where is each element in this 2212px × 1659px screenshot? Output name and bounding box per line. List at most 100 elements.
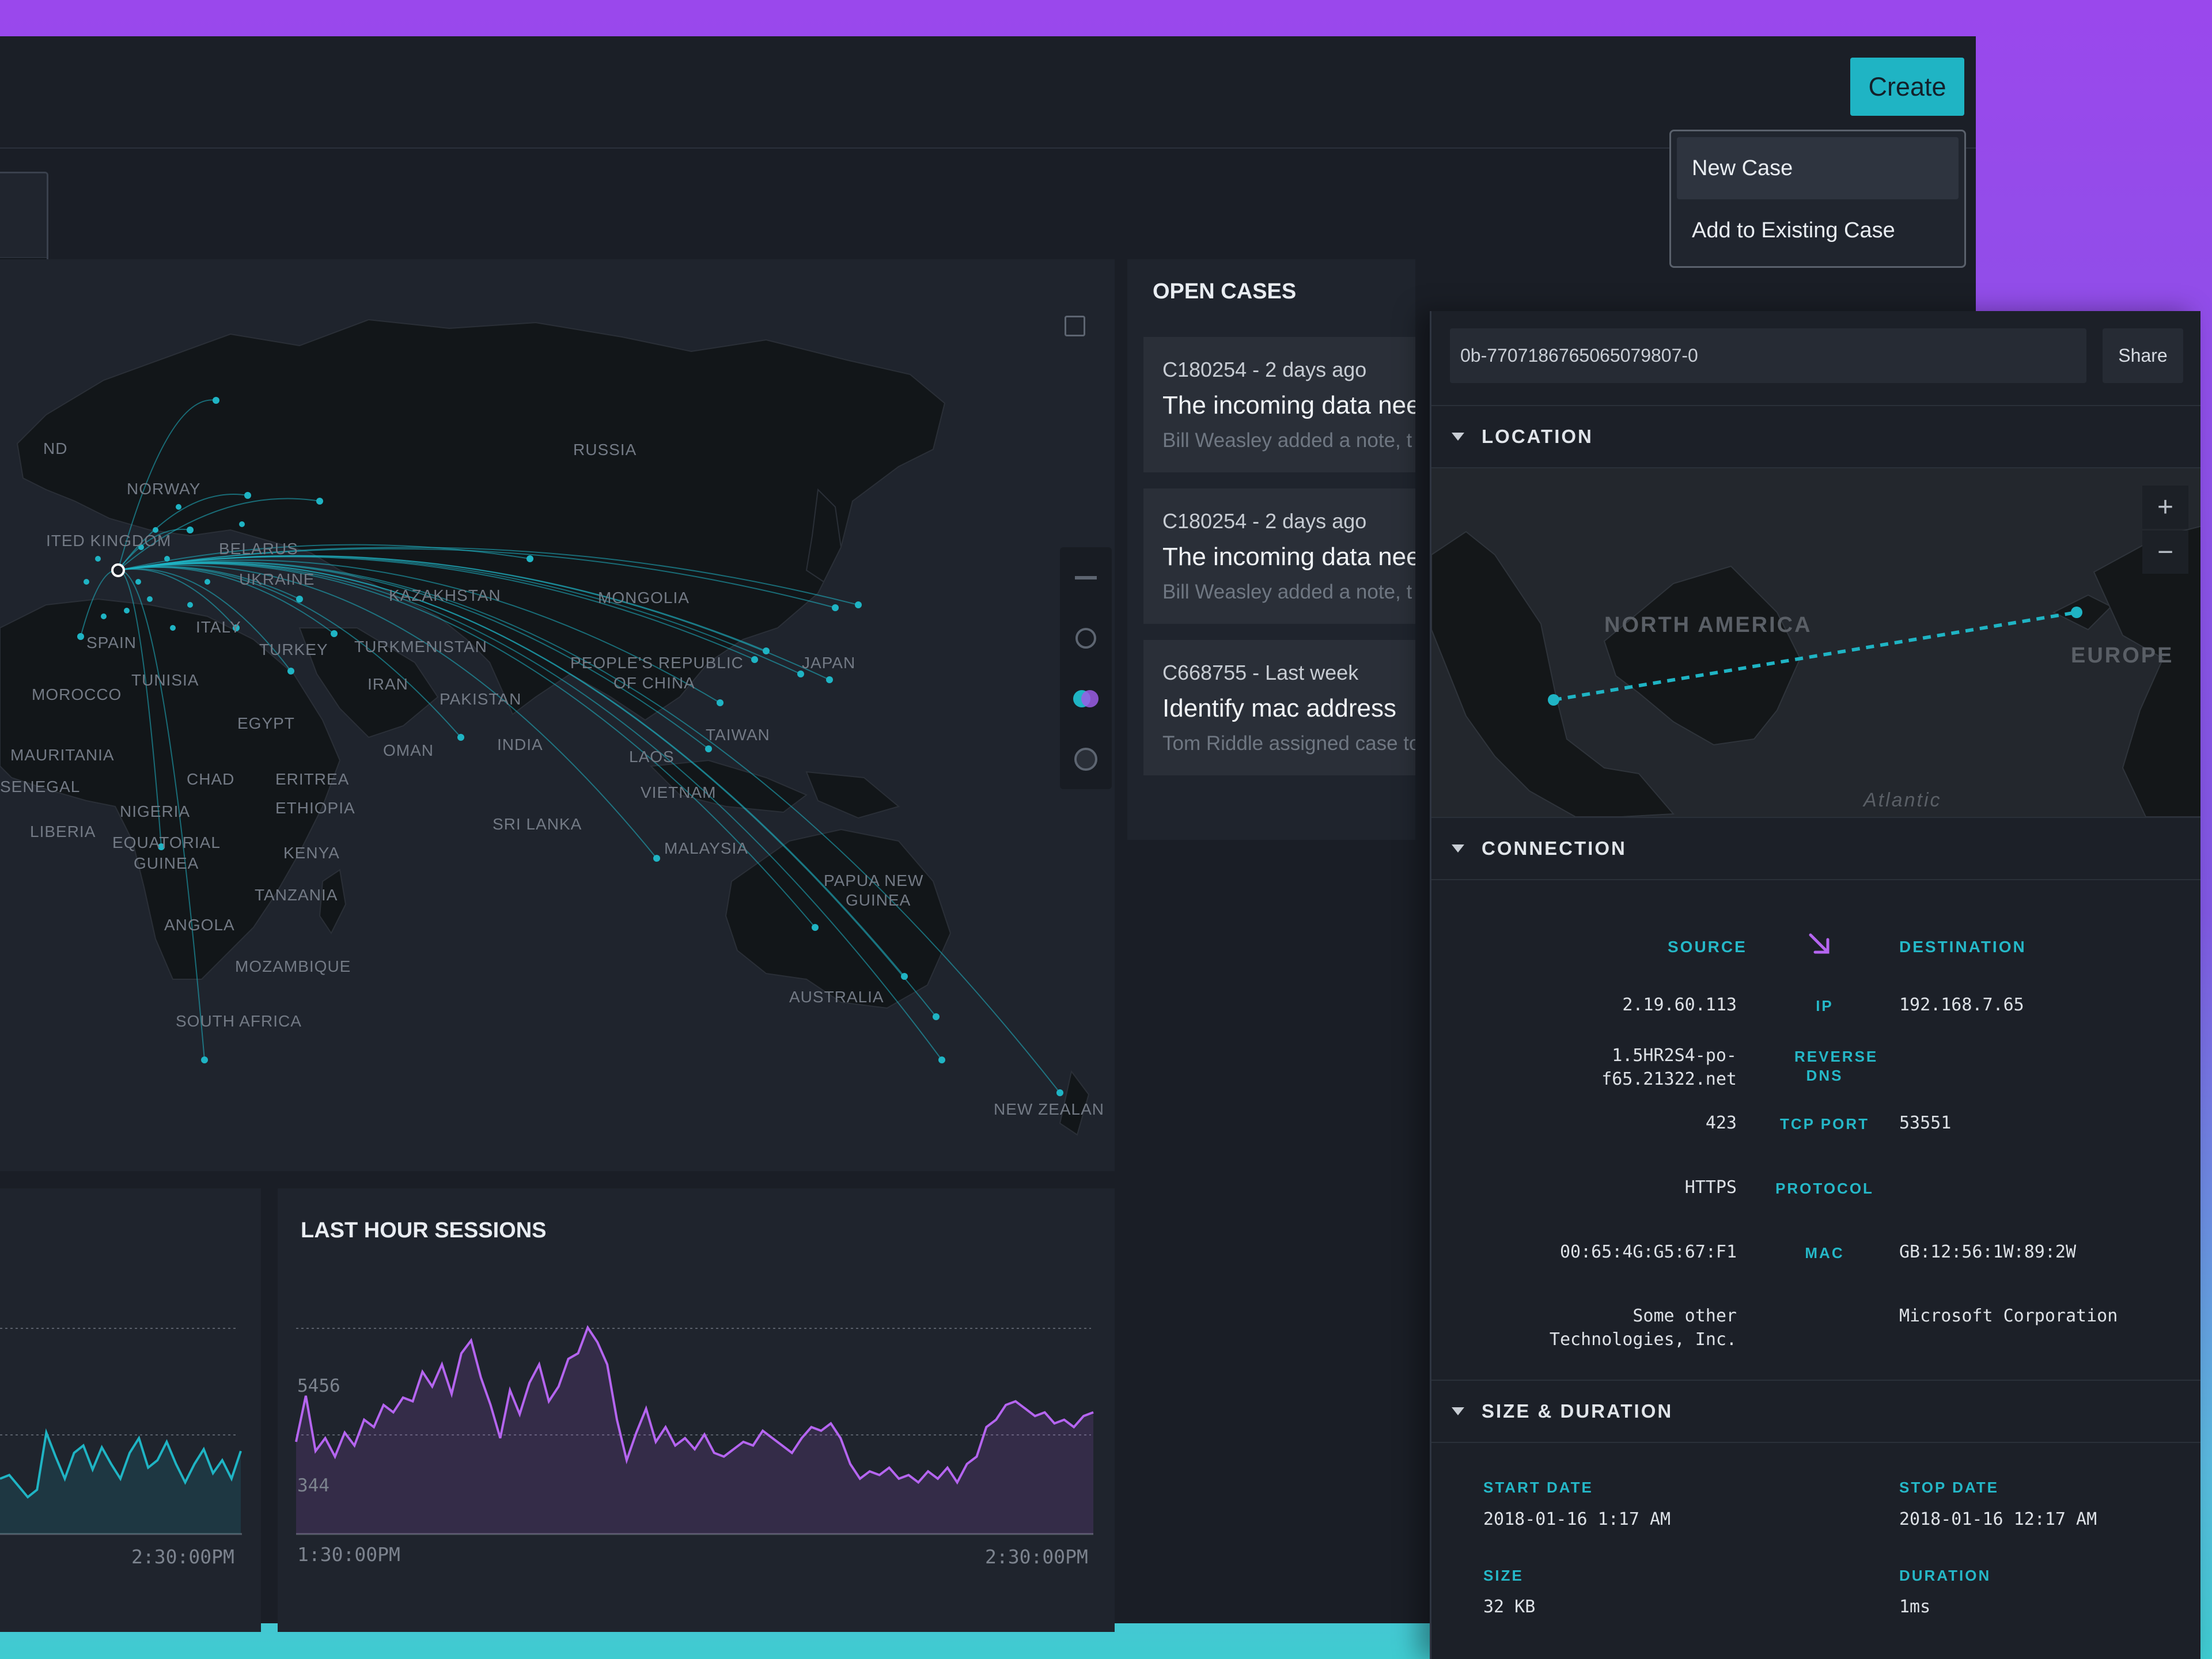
- open-cases-title: OPEN CASES: [1153, 279, 1297, 304]
- connection-node[interactable]: [158, 843, 165, 850]
- connection-node[interactable]: [176, 504, 181, 510]
- connection-arc: [118, 569, 205, 1060]
- connection-node[interactable]: [812, 924, 819, 931]
- series-line: [295, 1325, 1094, 1485]
- connection-node[interactable]: [187, 602, 193, 608]
- connection-node[interactable]: [316, 498, 323, 505]
- connection-node[interactable]: [138, 544, 144, 550]
- connection-arc: [118, 559, 721, 703]
- connection-node[interactable]: [147, 596, 153, 602]
- map-label: PAPUA NEW: [824, 872, 924, 889]
- connection-node[interactable]: [331, 630, 338, 637]
- case-card[interactable]: C180254 - 2 days ago The incoming data n…: [1143, 488, 1415, 624]
- connection-nodes: [77, 397, 1063, 1096]
- connection-details-drawer: Share LOCATION NORTH AMERICA EUROPE Atla…: [1430, 311, 2200, 1659]
- landmass-eurasia: [16, 319, 946, 721]
- origin-node[interactable]: [111, 563, 125, 577]
- menu-item-new-case[interactable]: New Case: [1677, 137, 1959, 199]
- size-value: 32 KB: [1483, 1597, 1536, 1617]
- connection-node[interactable]: [826, 676, 833, 683]
- map-label: JAPAN: [802, 654, 856, 672]
- map-label: NIGERIA: [120, 802, 191, 820]
- connection-node[interactable]: [527, 555, 533, 562]
- connection-node[interactable]: [933, 1013, 940, 1020]
- connection-arc: [118, 568, 237, 628]
- layers-icon[interactable]: [1060, 668, 1112, 729]
- chart-left-plot: [0, 1328, 242, 1535]
- connection-node[interactable]: [832, 604, 839, 611]
- map-label: AUSTRALIA: [789, 988, 884, 1006]
- create-dropdown-menu: New Case Add to Existing Case: [1669, 130, 1966, 268]
- map-label: MALAYSIA: [664, 839, 748, 857]
- connection-node[interactable]: [244, 492, 251, 499]
- connection-node[interactable]: [201, 1056, 208, 1063]
- connection-node[interactable]: [705, 745, 712, 752]
- location-map[interactable]: NORTH AMERICA EUROPE Atlantic + −: [1431, 468, 2200, 817]
- minus-icon[interactable]: [1060, 547, 1112, 608]
- compass-icon[interactable]: [1060, 608, 1112, 668]
- map-label: MOROCCO: [32, 685, 122, 703]
- connection-node[interactable]: [763, 647, 770, 654]
- map-label-north-america: NORTH AMERICA: [1604, 613, 1812, 637]
- map-label-europe: EUROPE: [2071, 643, 2174, 668]
- map-label: ANGOLA: [164, 916, 235, 934]
- create-button[interactable]: Create: [1850, 58, 1964, 116]
- landmass-australia: [725, 828, 952, 1009]
- connection-node[interactable]: [717, 699, 724, 706]
- connection-node[interactable]: [296, 596, 303, 603]
- connection-node[interactable]: [751, 656, 758, 663]
- connection-node[interactable]: [135, 579, 141, 585]
- map-label: LIBERIA: [30, 823, 96, 840]
- connection-node[interactable]: [95, 556, 101, 562]
- circle-icon[interactable]: [1060, 729, 1112, 789]
- connection-node[interactable]: [653, 855, 660, 862]
- case-card[interactable]: C180254 - 2 days ago The incoming data n…: [1143, 337, 1415, 472]
- record-id-field[interactable]: [1450, 328, 2086, 383]
- chevron-down-icon: [1452, 433, 1464, 441]
- map-label: ITALY: [196, 618, 241, 636]
- section-label: CONNECTION: [1482, 838, 1627, 859]
- map-label: NEW ZEALAN: [994, 1100, 1105, 1118]
- connection-node[interactable]: [901, 973, 908, 980]
- connection-node[interactable]: [233, 624, 240, 631]
- connection-node[interactable]: [239, 521, 245, 527]
- chevron-down-icon: [1452, 1407, 1464, 1415]
- connection-node[interactable]: [170, 625, 176, 631]
- menu-item-add-to-existing-case[interactable]: Add to Existing Case: [1692, 218, 1895, 243]
- destination-tcp-port: 53551: [1899, 1113, 1952, 1133]
- connection-node[interactable]: [204, 579, 210, 585]
- top-bar: Create: [0, 36, 1976, 149]
- zoom-in-button[interactable]: +: [2142, 486, 2188, 529]
- series-area: [0, 1433, 241, 1534]
- connection-node[interactable]: [855, 601, 862, 608]
- connection-node[interactable]: [457, 734, 464, 741]
- map-label: PEOPLE'S REPUBLIC: [570, 654, 744, 672]
- map-label: BELARUS: [219, 540, 298, 558]
- section-header-size-duration[interactable]: SIZE & DURATION: [1431, 1380, 2200, 1443]
- connection-node[interactable]: [938, 1056, 945, 1063]
- connection-node[interactable]: [84, 579, 89, 585]
- connection-node[interactable]: [1056, 1089, 1063, 1096]
- zoom-out-button[interactable]: −: [2142, 531, 2188, 574]
- gridline-label-top: 5456: [297, 1376, 340, 1396]
- connection-arc: [118, 528, 191, 571]
- destination-label: DESTINATION: [1899, 938, 2027, 956]
- connection-node[interactable]: [77, 633, 84, 640]
- world-map[interactable]: [0, 259, 1115, 1171]
- chart-title: LAST HOUR SESSIONS: [301, 1218, 547, 1243]
- connection-node[interactable]: [213, 397, 219, 404]
- tcp-port-label: TCP PORT: [1780, 1115, 1869, 1132]
- section-header-connection[interactable]: CONNECTION: [1431, 817, 2200, 880]
- connection-node[interactable]: [187, 527, 194, 533]
- connection-node[interactable]: [153, 527, 158, 533]
- connection-node[interactable]: [797, 671, 804, 677]
- fullscreen-icon[interactable]: [1065, 316, 1085, 336]
- connection-node[interactable]: [101, 613, 107, 619]
- section-header-location[interactable]: LOCATION: [1431, 405, 2200, 468]
- map-label: TURKMENISTAN: [354, 638, 487, 656]
- connection-node[interactable]: [164, 556, 170, 562]
- share-button[interactable]: Share: [2103, 328, 2183, 383]
- connection-node[interactable]: [287, 668, 294, 675]
- connection-node[interactable]: [124, 608, 130, 613]
- case-card[interactable]: C668755 - Last week Identify mac address…: [1143, 640, 1415, 775]
